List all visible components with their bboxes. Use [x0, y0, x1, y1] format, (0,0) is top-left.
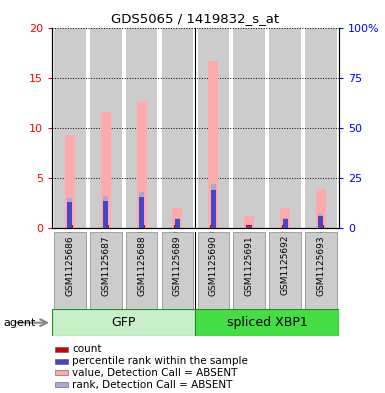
Text: percentile rank within the sample: percentile rank within the sample — [72, 356, 248, 366]
Text: GFP: GFP — [112, 316, 136, 329]
Bar — [55, 371, 68, 375]
Bar — [67, 202, 72, 228]
Text: GSM1125691: GSM1125691 — [244, 235, 254, 296]
Bar — [65, 135, 75, 228]
Bar — [55, 359, 68, 364]
Text: agent: agent — [4, 318, 36, 328]
FancyBboxPatch shape — [198, 232, 229, 309]
Text: GSM1125690: GSM1125690 — [209, 235, 218, 296]
FancyBboxPatch shape — [52, 309, 195, 336]
Bar — [137, 101, 147, 228]
Bar — [318, 214, 323, 228]
Bar — [211, 191, 216, 228]
Bar — [198, 28, 229, 228]
Text: value, Detection Call = ABSENT: value, Detection Call = ABSENT — [72, 368, 238, 378]
FancyBboxPatch shape — [90, 232, 122, 309]
Bar — [318, 225, 324, 228]
Bar — [55, 347, 68, 352]
Bar — [246, 225, 252, 228]
FancyBboxPatch shape — [126, 232, 157, 309]
Bar — [162, 28, 193, 228]
Bar — [67, 198, 72, 228]
Bar — [103, 196, 108, 228]
Text: GSM1125693: GSM1125693 — [316, 235, 325, 296]
Bar — [247, 226, 252, 228]
Text: spliced XBP1: spliced XBP1 — [227, 316, 308, 329]
Text: count: count — [72, 345, 102, 354]
Bar — [67, 225, 73, 228]
Bar — [280, 208, 290, 228]
Bar — [211, 184, 216, 228]
Bar — [90, 28, 122, 228]
Bar — [318, 216, 323, 228]
Bar — [283, 218, 288, 228]
Bar — [126, 28, 157, 228]
Bar — [139, 197, 144, 228]
Bar — [175, 219, 180, 228]
Text: rank, Detection Call = ABSENT: rank, Detection Call = ABSENT — [72, 380, 233, 389]
Bar — [103, 225, 109, 228]
Bar — [316, 189, 326, 228]
Text: GSM1125687: GSM1125687 — [101, 235, 110, 296]
Bar — [101, 112, 111, 228]
Text: GSM1125689: GSM1125689 — [173, 235, 182, 296]
Bar — [244, 216, 254, 228]
Title: GDS5065 / 1419832_s_at: GDS5065 / 1419832_s_at — [111, 12, 280, 25]
Text: GSM1125692: GSM1125692 — [281, 235, 290, 296]
Bar — [210, 225, 216, 228]
FancyBboxPatch shape — [195, 309, 339, 336]
Bar — [233, 28, 265, 228]
Text: GSM1125686: GSM1125686 — [65, 235, 74, 296]
Bar — [103, 201, 108, 228]
FancyBboxPatch shape — [162, 232, 193, 309]
Bar — [55, 382, 68, 387]
Text: GSM1125688: GSM1125688 — [137, 235, 146, 296]
FancyBboxPatch shape — [54, 232, 86, 309]
Bar — [283, 219, 288, 228]
Bar — [175, 218, 180, 228]
Bar — [139, 192, 144, 228]
Bar — [174, 225, 181, 228]
Bar — [139, 225, 145, 228]
Bar — [208, 61, 218, 228]
FancyBboxPatch shape — [305, 232, 336, 309]
Bar — [282, 225, 288, 228]
Bar — [305, 28, 336, 228]
FancyBboxPatch shape — [233, 232, 265, 309]
Bar — [54, 28, 86, 228]
Bar — [269, 28, 301, 228]
Bar — [172, 208, 182, 228]
FancyBboxPatch shape — [269, 232, 301, 309]
Bar — [247, 226, 252, 228]
